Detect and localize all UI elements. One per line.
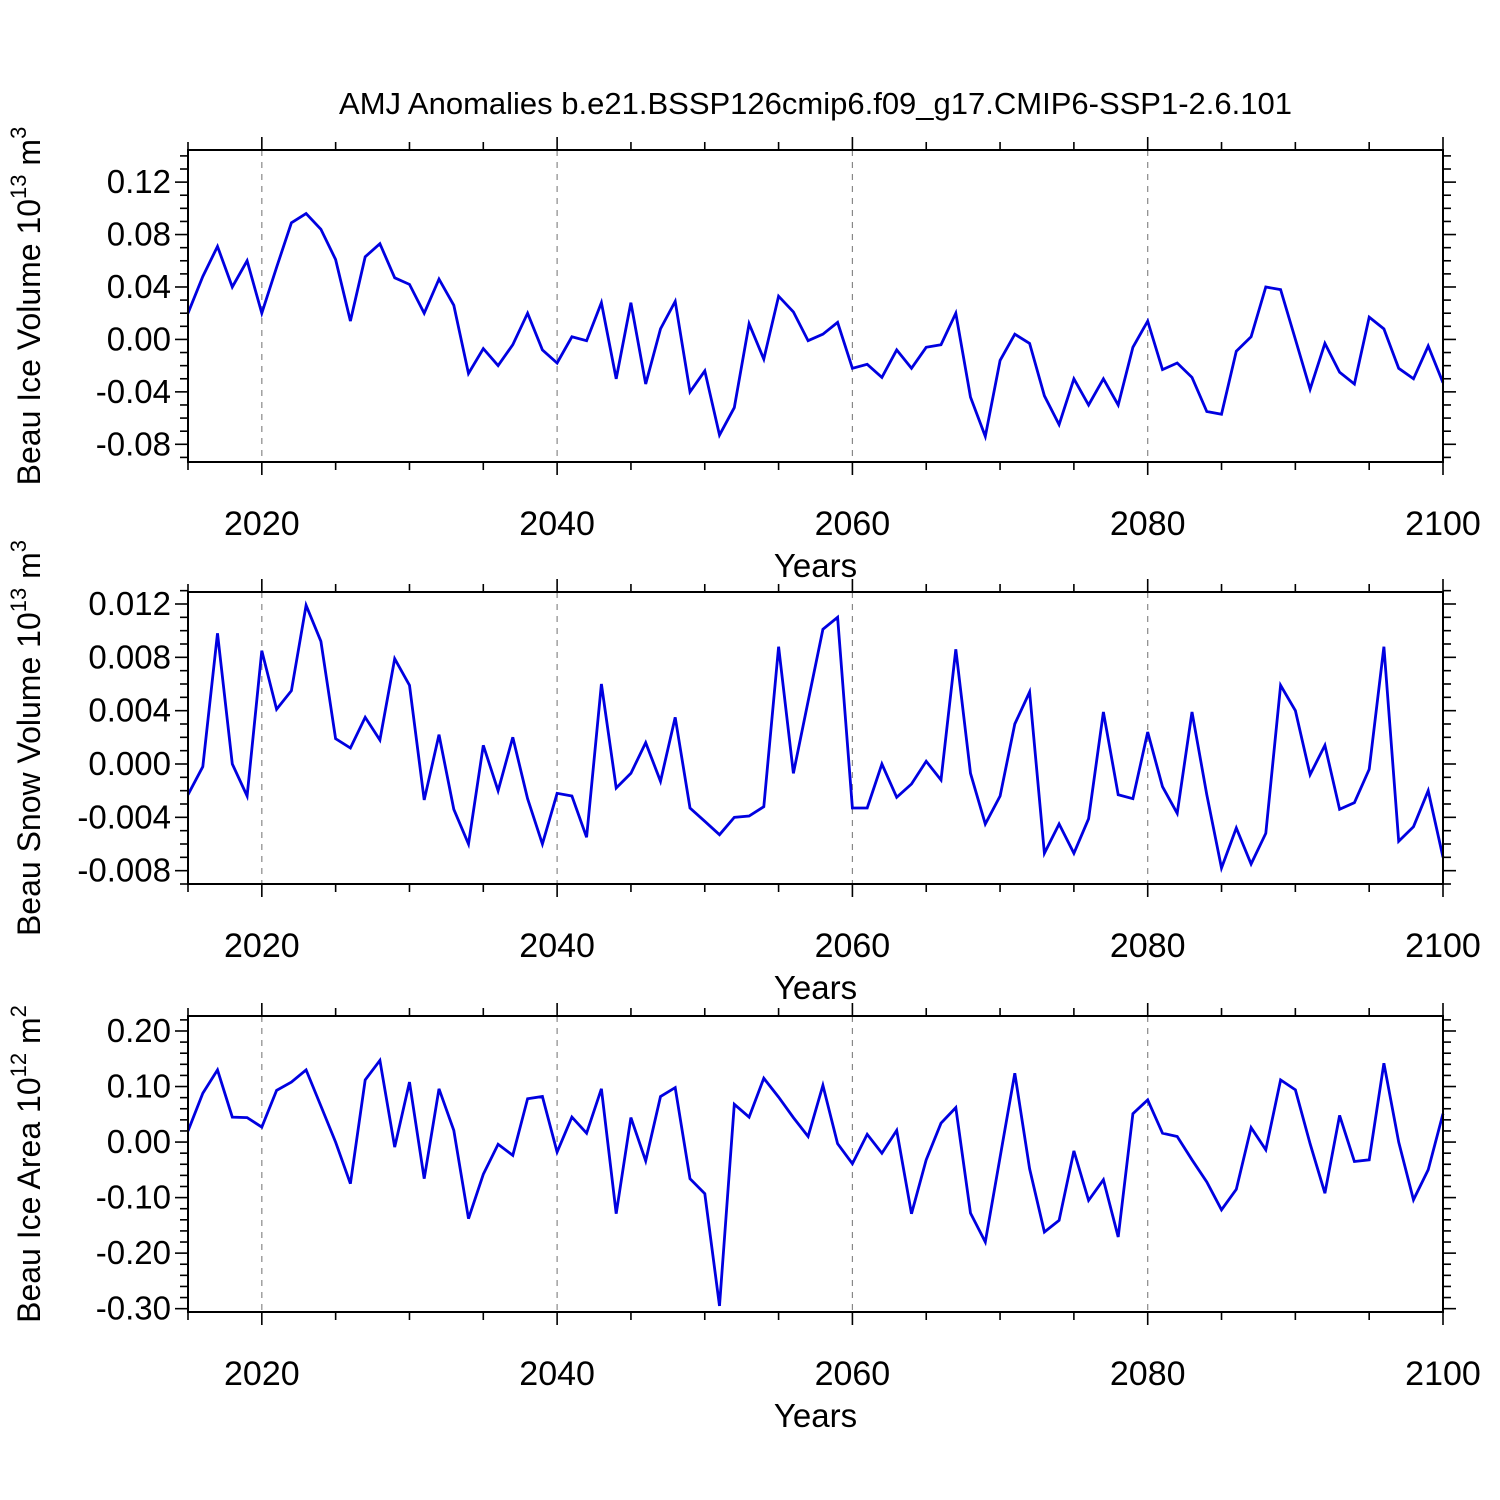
y-tick-label: 0.08 — [107, 216, 171, 253]
x-tick-label: 2080 — [1110, 927, 1186, 965]
x-tick-label: 2060 — [815, 1355, 891, 1393]
x-tick-label: 2080 — [1110, 1355, 1186, 1393]
y-tick-label: 0.20 — [107, 1012, 171, 1049]
x-tick-label: 2080 — [1110, 505, 1186, 543]
plot-frame — [187, 1015, 1444, 1313]
y-tick-label: 0.12 — [107, 163, 171, 200]
x-tick-label: 2100 — [1405, 1355, 1481, 1393]
x-tick-label: 2020 — [224, 505, 300, 543]
x-axis-title: Years — [774, 547, 857, 584]
y-tick-label: 0.04 — [107, 268, 171, 305]
y-tick-label: -0.08 — [96, 425, 171, 462]
snow-volume-line — [186, 600, 1445, 874]
y-tick-label: -0.004 — [77, 798, 171, 835]
x-tick-label: 2020 — [224, 927, 300, 965]
x-axis-title: Years — [774, 1397, 857, 1434]
y-tick-label: 0.10 — [107, 1068, 171, 1105]
ice-volume-line — [186, 211, 1445, 442]
x-axis-title: Years — [774, 969, 857, 1006]
y-tick-label: 0.00 — [107, 320, 171, 357]
x-tick-label: 2060 — [815, 505, 891, 543]
y-tick-label: 0.000 — [88, 745, 171, 782]
x-tick-label: 2100 — [1405, 927, 1481, 965]
y-tick-label: -0.20 — [96, 1234, 171, 1271]
plot-frame — [187, 149, 1444, 463]
ice-area-line — [186, 1056, 1445, 1307]
y-tick-label: 0.012 — [88, 585, 171, 622]
y-axis-title: Beau Ice Area 1012 m2 — [6, 1005, 47, 1323]
x-tick-label: 2040 — [519, 927, 595, 965]
y-tick-label: 0.004 — [88, 692, 171, 729]
y-tick-label: -0.008 — [77, 852, 171, 889]
y-tick-label: -0.04 — [96, 373, 171, 410]
y-axis-title: Beau Ice Volume 1013 m3 — [6, 127, 47, 486]
x-tick-label: 2040 — [519, 505, 595, 543]
chart-title: AMJ Anomalies b.e21.BSSP126cmip6.f09_g17… — [339, 86, 1292, 121]
x-tick-label: 2060 — [815, 927, 891, 965]
y-axis-title: Beau Snow Volume 1013 m3 — [6, 540, 47, 936]
y-tick-label: 0.00 — [107, 1123, 171, 1160]
x-tick-label: 2020 — [224, 1355, 300, 1393]
x-tick-label: 2040 — [519, 1355, 595, 1393]
x-tick-label: 2100 — [1405, 505, 1481, 543]
y-tick-label: -0.30 — [96, 1290, 171, 1327]
y-tick-label: -0.10 — [96, 1179, 171, 1216]
y-tick-label: 0.008 — [88, 638, 171, 675]
